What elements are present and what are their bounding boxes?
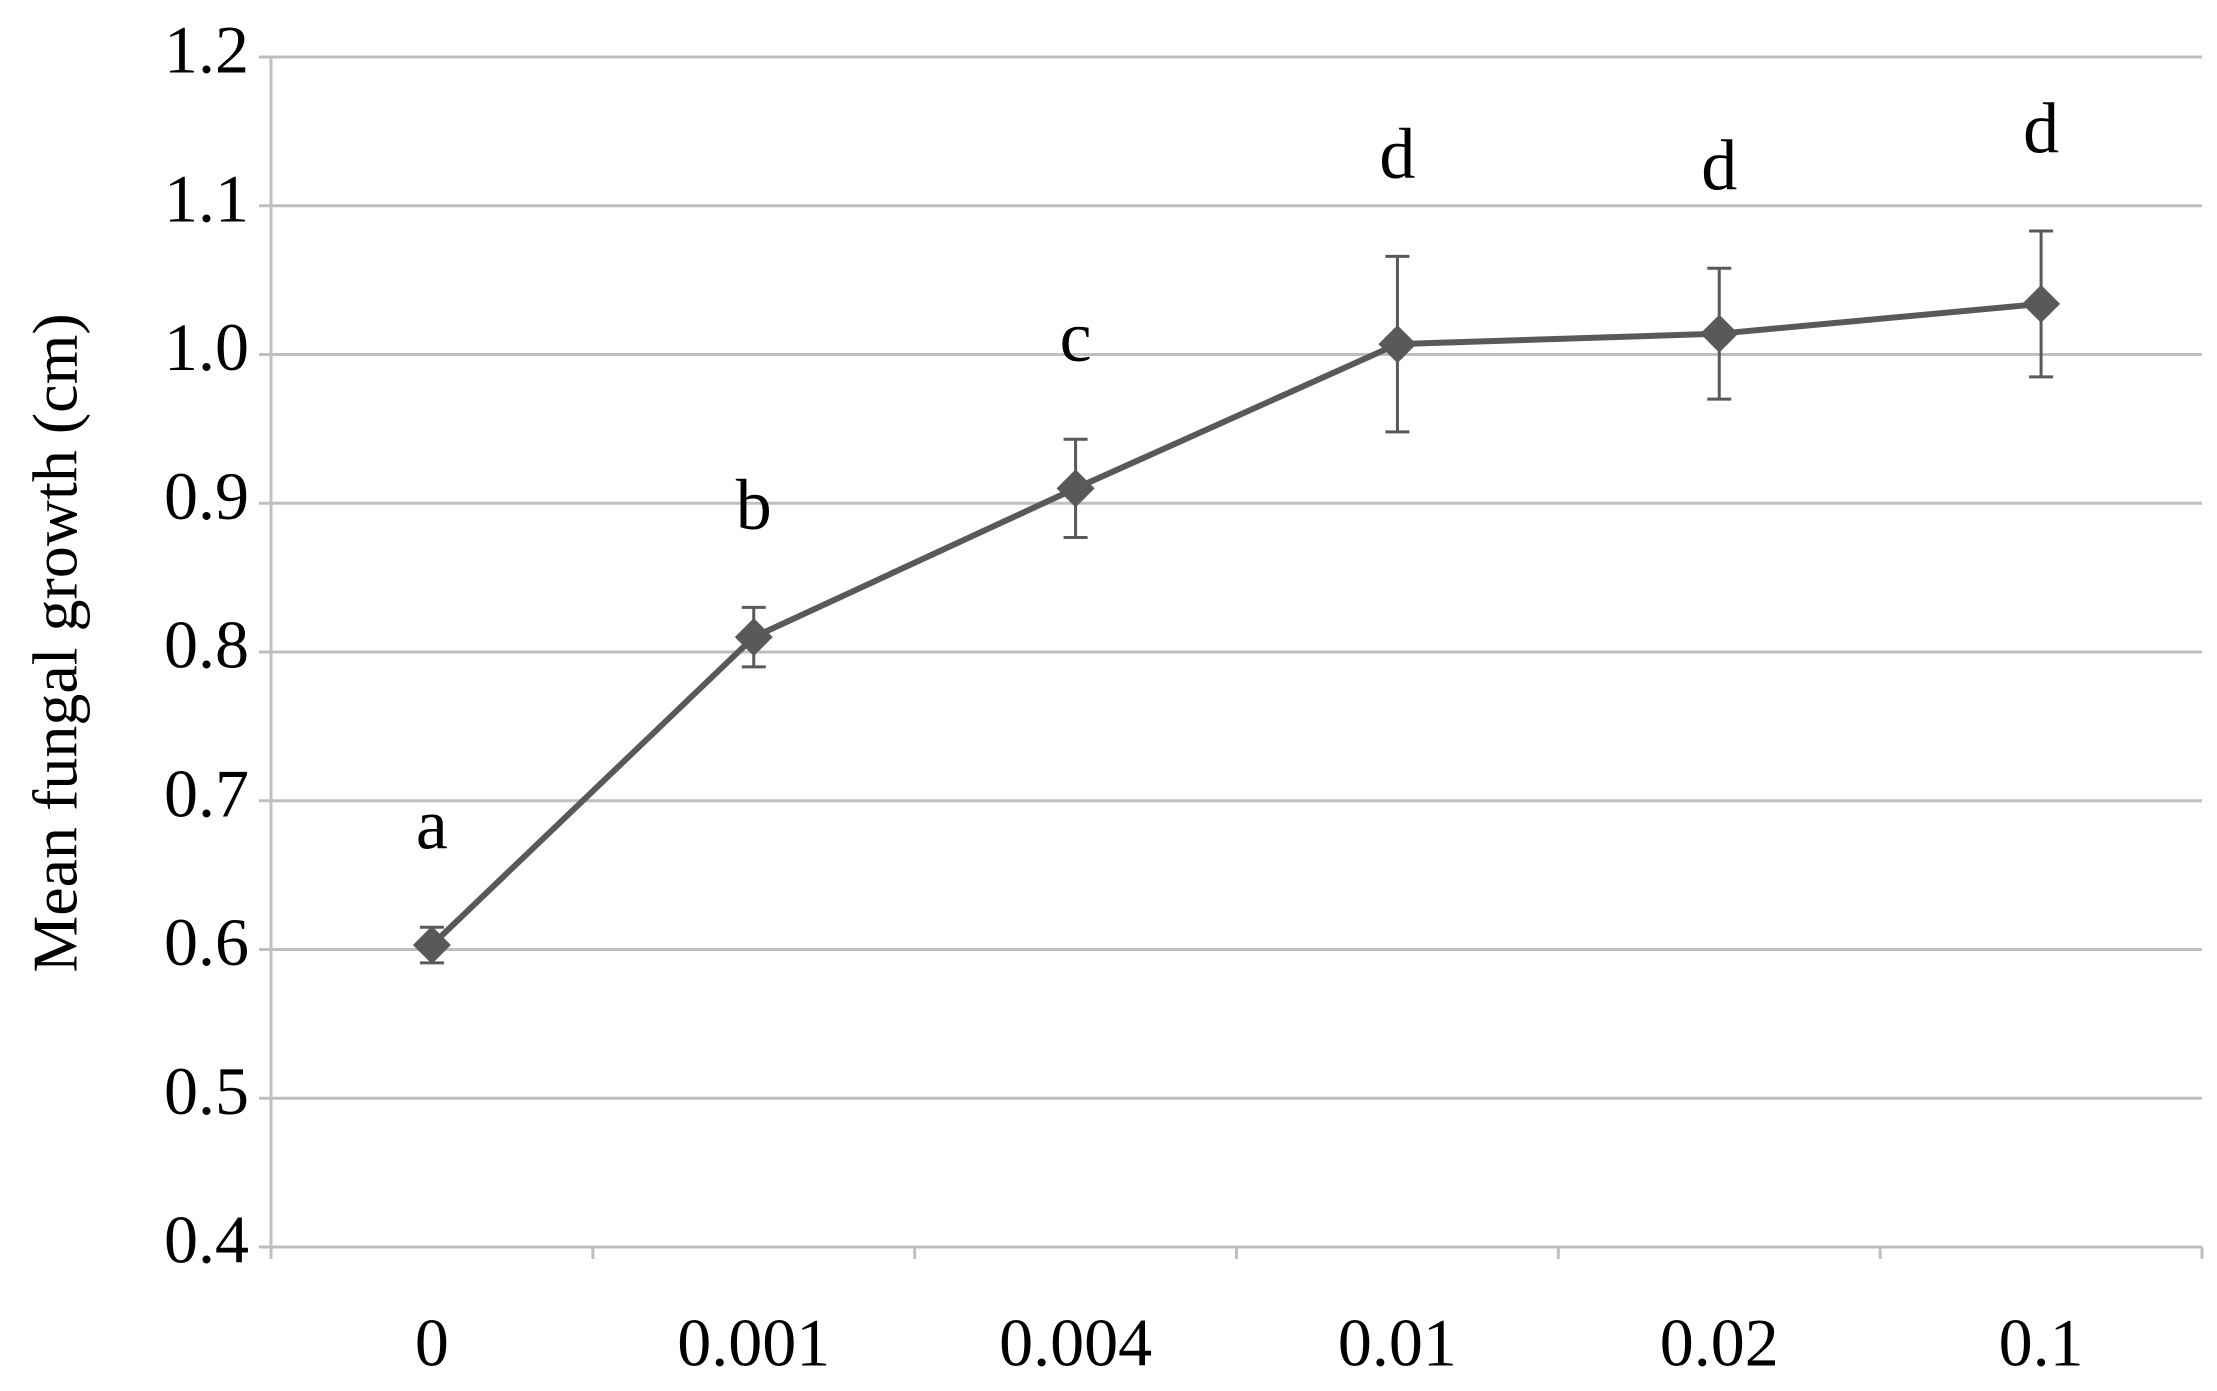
x-tick-label: 0	[415, 1305, 449, 1381]
y-tick-label: 0.6	[164, 904, 249, 980]
annotation: d	[1379, 114, 1415, 194]
x-tick-label: 0.02	[1660, 1305, 1779, 1381]
annotation: c	[1060, 297, 1092, 377]
annotation: b	[736, 465, 772, 545]
y-tick-label: 0.8	[164, 607, 249, 683]
marker	[734, 618, 773, 657]
line	[429, 300, 2042, 948]
y-tick-label: 1.1	[164, 160, 249, 236]
marker	[1378, 325, 1417, 364]
marker	[1056, 469, 1095, 508]
x-tick-label: 0.1	[1999, 1305, 2084, 1381]
y-tick-label: 0.9	[164, 458, 249, 534]
x-tick-label: 0.01	[1338, 1305, 1457, 1381]
y-axis-label: Mean fungal growth (cm)	[20, 313, 91, 972]
marker	[2022, 284, 2061, 323]
x-tick-label: 0.004	[999, 1305, 1152, 1381]
marker	[412, 926, 451, 965]
annotation: a	[416, 785, 448, 865]
y-tick-label: 0.7	[164, 755, 249, 831]
annotation: d	[1701, 126, 1737, 206]
x-tick-label: 0.001	[677, 1305, 830, 1381]
annotation: d	[2023, 89, 2059, 169]
y-tick-label: 1.2	[164, 12, 249, 88]
y-tick-label: 1.0	[164, 309, 249, 385]
y-tick-label: 0.5	[164, 1053, 249, 1129]
marker	[1700, 314, 1739, 353]
y-tick-label: 0.4	[164, 1202, 249, 1278]
